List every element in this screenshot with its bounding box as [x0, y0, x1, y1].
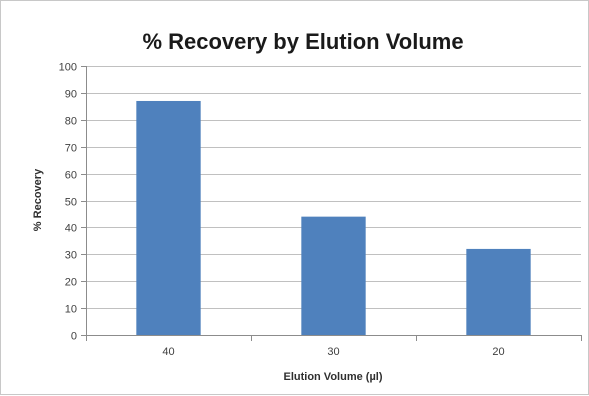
bars	[136, 100, 531, 335]
y-tick-label: 100	[59, 62, 77, 74]
y-tick-label: 20	[65, 277, 77, 289]
y-tick-label: 10	[65, 304, 77, 316]
y-axis-title: % Recovery	[32, 168, 44, 231]
y-tick-label: 80	[65, 116, 77, 128]
chart-title: % Recovery by Elution Volume	[142, 29, 463, 54]
y-axis-ticks: 0 10 20 30 40 50 60 70 80 90 100	[59, 62, 86, 343]
bar-20	[466, 248, 531, 335]
bar-40	[136, 100, 201, 335]
y-tick-label: 40	[65, 223, 77, 235]
axes	[86, 66, 581, 336]
y-tick-label: 60	[65, 170, 77, 182]
x-tick-label: 20	[492, 346, 504, 358]
x-axis-ticks: 40 30 20	[86, 335, 582, 358]
x-axis-title: Elution Volume (µl)	[283, 371, 382, 383]
bar-30	[301, 216, 366, 335]
x-tick-label: 30	[327, 346, 339, 358]
y-tick-label: 30	[65, 250, 77, 262]
y-tick-label: 70	[65, 143, 77, 155]
y-tick-label: 50	[65, 197, 77, 209]
y-tick-label: 0	[71, 331, 77, 343]
x-tick-label: 40	[162, 346, 174, 358]
y-tick-label: 90	[65, 89, 77, 101]
